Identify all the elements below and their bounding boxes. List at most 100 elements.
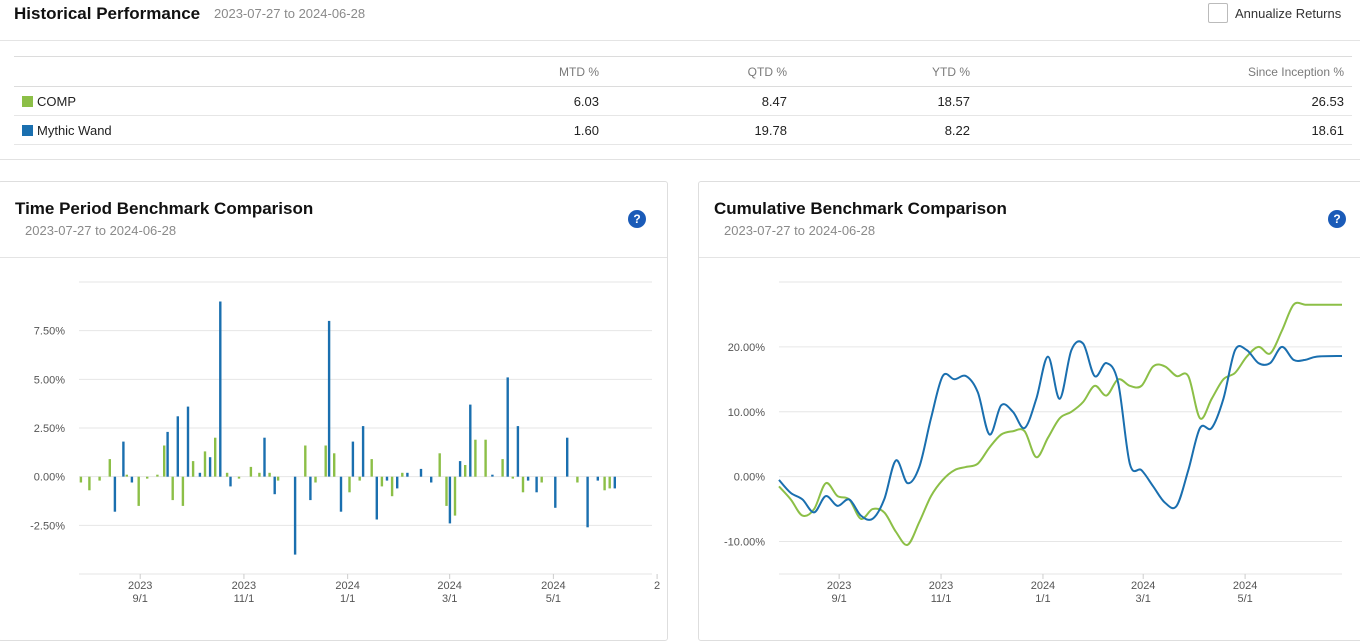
bar-mythic-wand	[327, 320, 331, 477]
question-circle-icon[interactable]: ?	[1328, 210, 1346, 228]
bar-mythic-wand	[566, 437, 569, 477]
bar-comp	[181, 476, 185, 506]
annualize-label[interactable]: Annualize Returns	[1235, 6, 1342, 21]
bar-mythic-wand	[263, 437, 266, 477]
bar-mythic-wand	[176, 416, 179, 477]
bar-comp	[453, 476, 457, 516]
bar-mythic-wand	[293, 476, 297, 555]
x-tick-year: 2023	[827, 580, 851, 592]
x-tick-year: 2024	[335, 580, 359, 592]
x-tick-year: 2023	[128, 580, 152, 592]
card-date-range: 2023-07-27 to 2024-06-28	[25, 223, 177, 238]
card-title: Time Period Benchmark Comparison	[15, 199, 314, 218]
card-title: Cumulative Benchmark Comparison	[714, 199, 1007, 218]
y-tick-label: 10.00%	[728, 407, 766, 419]
y-tick-label: 0.00%	[734, 472, 765, 484]
bar-mythic-wand	[491, 474, 494, 477]
series-line-mythic-wand	[778, 340, 1343, 521]
bar-comp	[521, 476, 525, 493]
bar-mythic-wand	[554, 476, 557, 508]
y-tick-label: 20.00%	[728, 342, 766, 354]
x-tick-year: 2024	[1233, 580, 1257, 592]
bar-mythic-wand	[208, 457, 212, 477]
column-header-mtd[interactable]: MTD %	[270, 56, 607, 87]
bar-mythic-wand	[385, 476, 389, 481]
question-circle-icon[interactable]: ?	[628, 210, 646, 228]
bar-comp	[249, 466, 253, 477]
bar-comp	[203, 451, 207, 477]
x-tick-date: 3/1	[1136, 593, 1151, 605]
bar-comp	[79, 476, 83, 483]
bar-comp	[370, 459, 373, 477]
table-row: Mythic Wand 1.60 19.78 8.22 18.61	[14, 115, 1352, 145]
bar-mythic-wand	[586, 476, 589, 528]
x-tick-date: 11/1	[931, 593, 952, 605]
bar-mythic-wand	[186, 406, 190, 477]
cumulative-comparison-card: Cumulative Benchmark Comparison 2023-07-…	[698, 181, 1360, 641]
x-tick-year: 2024	[437, 580, 461, 592]
bar-comp	[358, 476, 361, 481]
y-tick-label: 0.00%	[34, 472, 65, 484]
section-header: Historical Performance 2023-07-27 to 202…	[0, 0, 1360, 41]
row-name-cell: Mythic Wand	[14, 115, 270, 145]
date-range: 2023-07-27 to 2024-06-28	[214, 6, 366, 21]
bar-comp	[108, 459, 111, 477]
column-header-name	[14, 56, 270, 87]
x-tick-year: 2023	[232, 580, 256, 592]
bar-comp	[438, 453, 441, 477]
bar-mythic-wand	[516, 426, 520, 477]
cumulative-line-chart: 20.00%10.00%0.00%-10.00%20239/1202311/12…	[724, 281, 1343, 605]
annualize-checkbox[interactable]	[1208, 3, 1228, 23]
bar-mythic-wand	[535, 476, 538, 493]
mtd-value: 6.03	[270, 86, 607, 116]
ytd-value: 18.57	[795, 86, 978, 116]
bar-mythic-wand	[166, 431, 169, 477]
bar-mythic-wand	[130, 476, 134, 483]
bar-comp	[258, 472, 261, 477]
period-bar-chart: 7.50%5.00%2.50%0.00%-2.50%20239/1202311/…	[30, 281, 660, 605]
bar-comp	[608, 476, 611, 489]
bar-mythic-wand	[596, 476, 599, 481]
bar-comp	[137, 476, 140, 506]
bar-comp	[324, 445, 327, 477]
bar-comp	[314, 476, 317, 483]
bar-comp	[603, 476, 606, 491]
x-tick-date: 1/1	[1035, 593, 1050, 605]
bar-mythic-wand	[506, 377, 509, 477]
y-tick-label: 5.00%	[34, 374, 65, 386]
bar-comp	[401, 472, 404, 477]
bar-mythic-wand	[458, 461, 462, 477]
bar-comp	[98, 476, 101, 481]
row-name-cell: COMP	[14, 86, 270, 116]
bar-mythic-wand	[613, 476, 616, 489]
bar-mythic-wand	[361, 426, 365, 477]
section-divider	[0, 159, 1360, 160]
bar-mythic-wand	[469, 404, 472, 477]
bar-comp	[88, 476, 91, 491]
column-header-since-inception[interactable]: Since Inception %	[978, 56, 1352, 87]
bar-comp	[445, 476, 448, 506]
y-tick-label: 2.50%	[34, 423, 65, 435]
bar-comp	[501, 459, 504, 477]
bar-mythic-wand	[198, 472, 202, 477]
bar-mythic-wand	[229, 476, 232, 487]
row-name: Mythic Wand	[37, 122, 112, 138]
bar-mythic-wand	[448, 476, 452, 524]
x-tick-date: 11/1	[234, 593, 255, 605]
y-tick-label: -2.50%	[30, 520, 65, 532]
x-tick-date: 9/1	[133, 593, 148, 605]
x-tick-year: 2024	[1131, 580, 1155, 592]
row-name: COMP	[37, 93, 76, 109]
x-tick-year: 2	[654, 580, 660, 592]
x-tick-year: 2024	[541, 580, 565, 592]
bar-comp	[125, 474, 128, 477]
series-line-comp	[778, 301, 1342, 546]
qtd-value: 19.78	[607, 115, 795, 145]
card-divider	[699, 257, 1360, 258]
bar-comp	[380, 476, 384, 487]
column-header-qtd[interactable]: QTD %	[607, 56, 795, 87]
bar-mythic-wand	[219, 301, 222, 477]
legend-swatch	[22, 95, 33, 107]
bar-comp	[225, 472, 229, 477]
column-header-ytd[interactable]: YTD %	[795, 56, 978, 87]
